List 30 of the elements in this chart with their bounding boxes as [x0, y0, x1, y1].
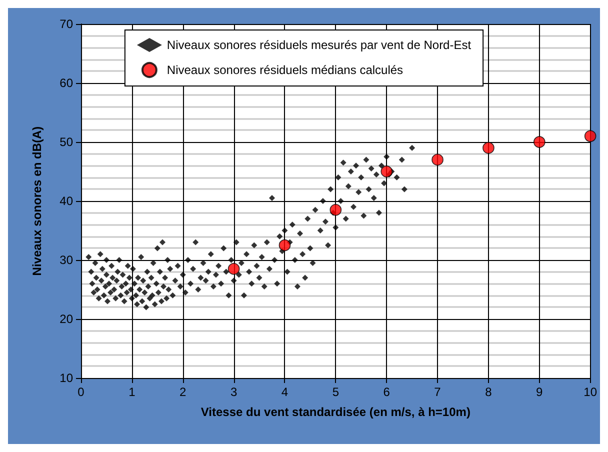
x-tick-label: 6 [383, 385, 390, 399]
x-tick-label: 7 [434, 385, 442, 399]
x-tick-label: 2 [180, 385, 187, 399]
x-tick-label: 3 [230, 385, 238, 399]
x-tick-label: 5 [332, 385, 340, 399]
point [228, 262, 240, 275]
x-tick-label: 0 [78, 385, 85, 399]
y-tick-label: 60 [60, 76, 74, 90]
y-tick-label: 50 [60, 135, 74, 149]
legend-label: Niveaux sonores résiduels médians calculés [166, 63, 404, 77]
y-tick-label: 70 [60, 17, 74, 31]
point [278, 239, 291, 252]
y-tick-label: 40 [60, 194, 74, 208]
x-tick-label: 10 [584, 385, 598, 399]
point [482, 142, 494, 154]
legend-label: Niveaux sonores résiduels mesurés par vent de Nord-Est [166, 38, 472, 52]
x-axis-title: Vitesse du vent standardisée (en m/s, à h=10m) [200, 405, 470, 419]
point [584, 130, 596, 142]
point [432, 154, 444, 166]
y-axis-title: Niveaux sonores en dB(A) [30, 126, 44, 276]
point [330, 204, 342, 216]
x-tick-label: 8 [485, 385, 492, 399]
y-tick-label: 20 [60, 312, 74, 326]
x-tick-label: 4 [281, 385, 288, 399]
point [534, 136, 546, 148]
point [380, 166, 392, 178]
y-tick-label: 30 [60, 253, 74, 267]
y-tick-label: 10 [60, 371, 74, 385]
x-tick-label: 9 [536, 385, 544, 399]
x-tick-label: 1 [128, 385, 136, 399]
